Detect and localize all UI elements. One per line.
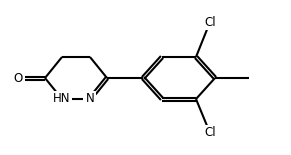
- Text: O: O: [13, 71, 23, 84]
- Text: Cl: Cl: [204, 16, 216, 29]
- Text: Cl: Cl: [204, 126, 216, 140]
- Text: HN: HN: [53, 93, 71, 106]
- Text: N: N: [86, 93, 94, 106]
